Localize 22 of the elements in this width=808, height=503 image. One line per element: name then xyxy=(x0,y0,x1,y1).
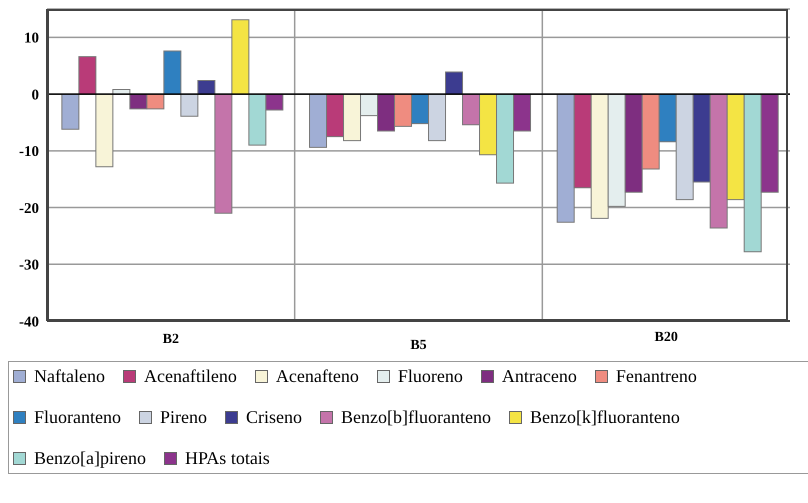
legend-label: Acenafteno xyxy=(276,366,359,387)
y-tick-label: -30 xyxy=(19,258,39,274)
legend-label: Fluoranteno xyxy=(34,407,121,428)
legend-label: Benzo[a]pireno xyxy=(34,448,146,469)
legend-label: Benzo[b]fluoranteno xyxy=(341,407,491,428)
x-tick-label: B5 xyxy=(410,338,427,353)
y-tick-label: -10 xyxy=(19,144,39,160)
legend-label: Pireno xyxy=(160,407,207,428)
x-tick-label: B2 xyxy=(162,332,180,347)
legend-label: Fenantreno xyxy=(616,366,697,387)
y-tick-label: -40 xyxy=(19,314,39,330)
legend-label: Antraceno xyxy=(502,366,577,387)
y-tick-label: 0 xyxy=(32,87,39,104)
legend-label: Criseno xyxy=(246,407,302,428)
legend-label: HPAs totais xyxy=(184,448,270,469)
y-tick-label: 10 xyxy=(24,30,39,47)
y-tick-label: -20 xyxy=(19,200,39,217)
legend-label: Acenaftileno xyxy=(144,366,237,387)
legend-label: Naftaleno xyxy=(34,366,105,387)
legend-label: Fluoreno xyxy=(398,366,463,387)
legend-label: Benzo[k]fluoranteno xyxy=(530,407,680,428)
x-tick-label: B20 xyxy=(654,330,678,345)
